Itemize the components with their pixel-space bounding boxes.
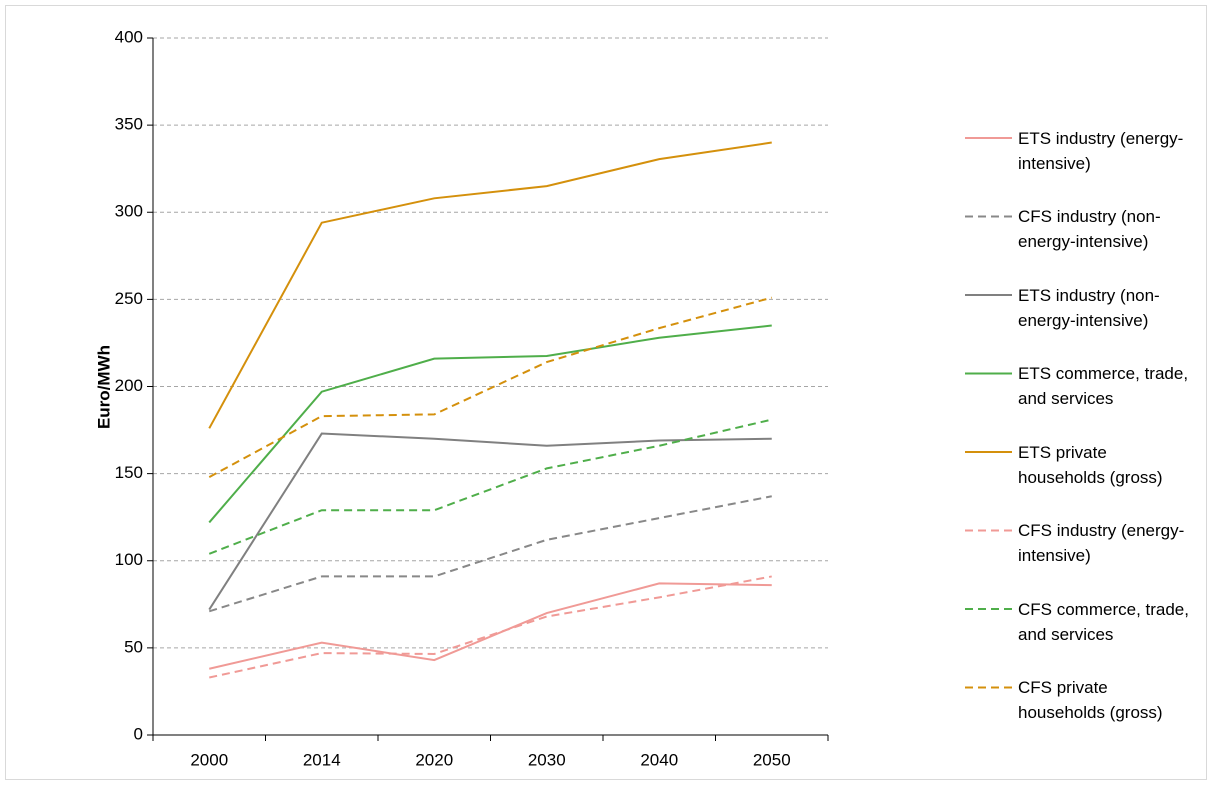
legend-label: CFS private households (gross) [1018, 678, 1163, 722]
y-tick-label: 0 [134, 724, 143, 743]
x-tick-label: 2000 [190, 750, 228, 769]
y-tick-label: 150 [115, 463, 143, 482]
chart-border [5, 5, 1207, 780]
y-tick-label: 100 [115, 550, 143, 569]
y-axis-label: Euro/MWh [94, 345, 113, 429]
x-tick-label: 2050 [753, 750, 791, 769]
series-line [209, 582, 772, 670]
series-line [208, 418, 772, 555]
x-tick-label: 2014 [303, 750, 341, 769]
y-tick-label: 200 [115, 376, 143, 395]
series-line [208, 432, 772, 611]
y-tick-label: 400 [115, 27, 143, 46]
legend-label: CFS commerce, trade, and services [1018, 599, 1189, 644]
y-tick-label: 350 [115, 115, 143, 134]
x-tick-label: 2040 [640, 750, 678, 769]
series-line [208, 296, 773, 478]
legend-label: CFS industry (non-energy-intensive) [1018, 207, 1161, 251]
legend-label: ETS commerce, trade, and services [1018, 364, 1189, 408]
x-tick-label: 2030 [528, 750, 566, 769]
series-line [208, 495, 772, 613]
legend-label: ETS private households (gross) [1018, 442, 1163, 487]
x-tick-label: 2020 [415, 750, 453, 769]
y-tick-label: 50 [124, 637, 143, 656]
y-tick-label: 250 [115, 289, 143, 308]
series-line [208, 324, 772, 524]
legend-label: CFS industry (energy-intensive) [1018, 521, 1185, 565]
legend-label: ETS industry (energy-intensive) [1018, 128, 1184, 173]
series-line [208, 141, 772, 429]
series-line [209, 575, 772, 679]
legend-label: ETS industry (non-energy-intensive) [1018, 285, 1160, 330]
y-tick-label: 300 [115, 202, 143, 221]
